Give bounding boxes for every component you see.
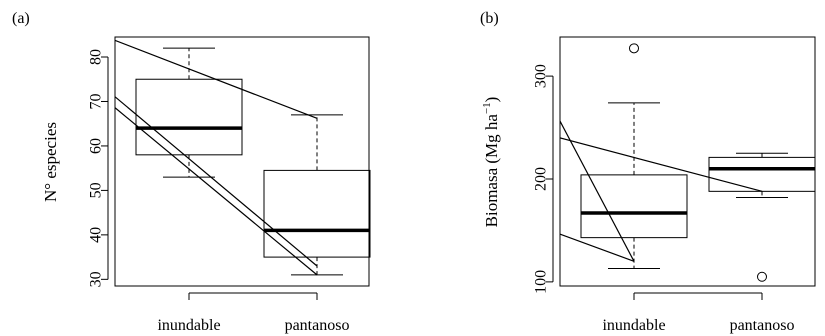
x-tick-label-pantanoso: pantanoso [285,317,350,334]
overlay-lines [115,39,318,276]
y-tick-label: 80 [88,49,105,65]
y-tick-label: 40 [88,227,105,243]
panel-b-y-axis-label-close: ) [482,97,501,103]
panel-a-plot-frame [114,36,370,287]
box-pantanoso [708,152,816,282]
y-tick-label: 100 [533,270,550,294]
y-tick-label: 70 [88,93,105,109]
panel-b-y-axis-label-sup: −1 [481,102,493,114]
overlay-line [560,137,763,192]
x-tick-label-inundable: inundable [157,317,220,334]
x-tick-label-inundable: inundable [602,317,665,334]
box-pantanoso [263,114,371,276]
box-inundable [580,43,688,270]
iqr-box [263,169,371,258]
panel-b-marks: 100 200 300 inundable pantanoso [533,43,816,334]
overlay-line [560,233,635,262]
overlay-lines [560,119,763,262]
x-tick-label-pantanoso: pantanoso [730,317,795,334]
overlay-line [115,106,318,276]
panel-b: (b) Biomasa (Mg ha−1) [480,10,816,287]
iqr-box [708,156,816,192]
y-tick-label: 200 [533,167,550,191]
y-tick-label: 50 [88,182,105,198]
outlier-point [629,43,639,54]
iqr-box [135,78,243,156]
outlier-point [757,271,767,282]
iqr-box [580,174,688,239]
y-tick-label: 60 [88,138,105,154]
panel-a-marks: 30 40 50 60 70 80 inundable pantanoso [88,39,371,334]
overlay-line [115,95,318,267]
y-tick-label: 300 [533,64,550,88]
box-inundable [135,47,243,178]
panel-b-y-axis-label: Biomasa (Mg ha−1) [481,97,501,228]
panel-b-y-axis-label-main: Biomasa (Mg ha [482,114,501,228]
panel-a-label: (a) [12,10,30,27]
panel-b-label: (b) [480,10,499,27]
y-tick-label: 30 [88,271,105,287]
overlay-line [115,39,318,119]
panel-a: (a) N° especies [12,10,370,287]
overlay-line [560,119,635,262]
panel-a-y-axis-label: N° especies [41,122,60,202]
